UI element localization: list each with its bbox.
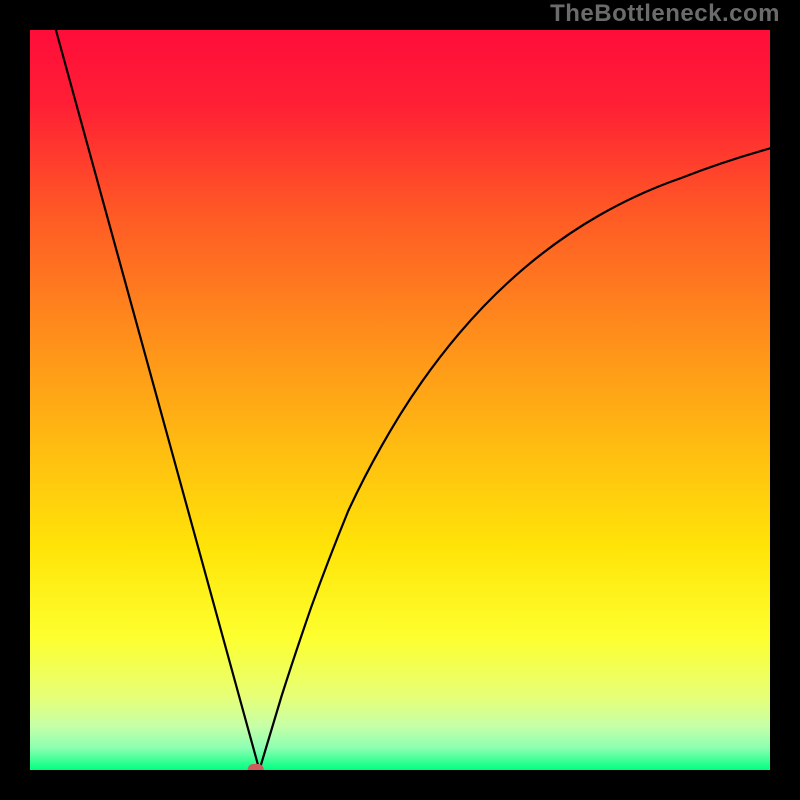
chart-stage: TheBottleneck.com (0, 0, 800, 800)
bottleneck-chart (0, 0, 800, 800)
watermark-label: TheBottleneck.com (550, 0, 780, 28)
plot-background (30, 30, 770, 770)
